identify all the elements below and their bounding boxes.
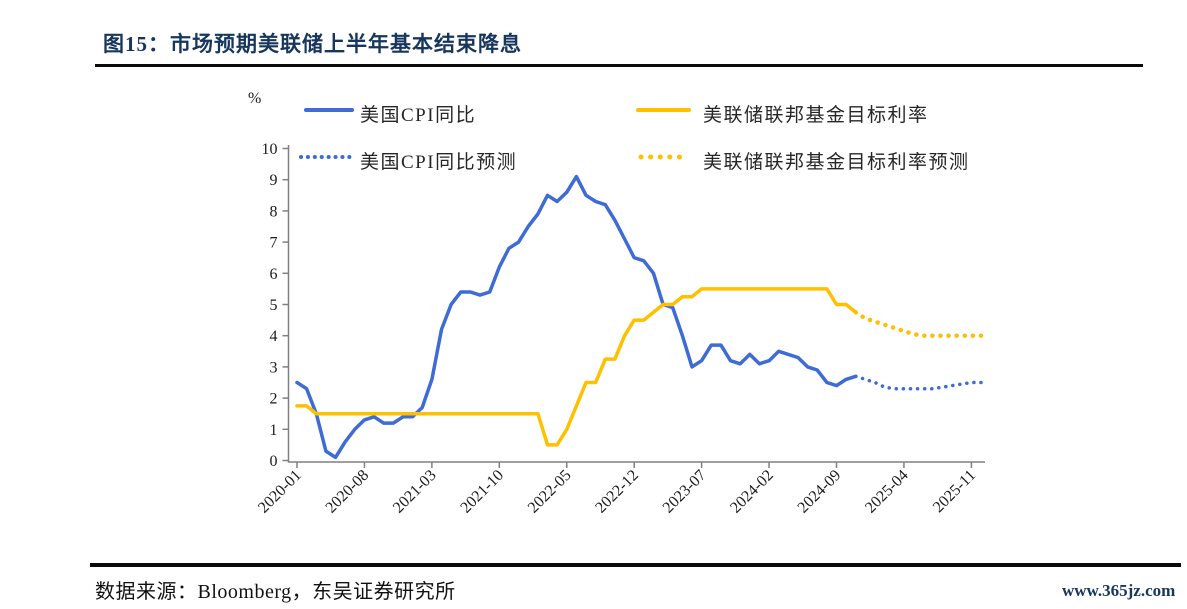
x-tick-label: 2021-10 — [457, 467, 507, 517]
y-tick-label: 8 — [270, 203, 278, 220]
x-tick-label: 2025-04 — [862, 467, 912, 517]
x-tick-label: 2024-02 — [727, 467, 777, 517]
data-source-text: 数据来源：Bloomberg，东吴证券研究所 — [95, 581, 456, 603]
x-tick-label: 2023-07 — [660, 467, 710, 517]
x-tick-label: 2024-09 — [795, 467, 845, 517]
axis-lines — [287, 145, 985, 463]
x-tick-label: 2022-05 — [525, 467, 575, 517]
legend-cpi-forecast-label: 美国CPI同比预测 — [360, 152, 518, 173]
y-tick-label: 2 — [270, 391, 278, 408]
y-axis-unit-label: % — [248, 90, 262, 107]
y-tick-label: 10 — [262, 141, 278, 158]
y-tick-label: 7 — [270, 235, 278, 252]
y-tick-label: 6 — [270, 266, 278, 283]
y-tick-label: 9 — [270, 172, 278, 189]
x-tick-label: 2022-12 — [592, 467, 642, 517]
x-tick-label: 2020-08 — [323, 467, 373, 517]
x-tick-label: 2020-01 — [255, 467, 305, 517]
y-tick-label: 0 — [270, 453, 278, 470]
x-tick-label: 2021-03 — [390, 467, 440, 517]
series-forecast-fed-rate — [853, 310, 984, 338]
series-fed-rate — [295, 287, 858, 447]
footer-divider — [90, 563, 1181, 567]
watermark-link[interactable]: www.365jz.com — [1062, 581, 1176, 600]
y-tick-label: 3 — [270, 359, 278, 376]
page-title: 图15：市场预期美联储上半年基本结束降息 — [103, 32, 522, 56]
y-tick-label: 1 — [270, 422, 278, 439]
legend-cpi-label: 美国CPI同比 — [360, 105, 477, 126]
y-tick-label: 5 — [270, 297, 278, 314]
series-cpi — [295, 174, 858, 460]
legend-fed-rate-forecast-label: 美联储联邦基金目标利率预测 — [703, 152, 970, 173]
legend-fed-rate-label: 美联储联邦基金目标利率 — [703, 105, 929, 126]
x-tick-label: 2025-11 — [930, 467, 979, 516]
y-tick-label: 4 — [270, 328, 278, 345]
series-forecast-cpi — [854, 374, 983, 391]
title-underline — [95, 64, 1143, 67]
